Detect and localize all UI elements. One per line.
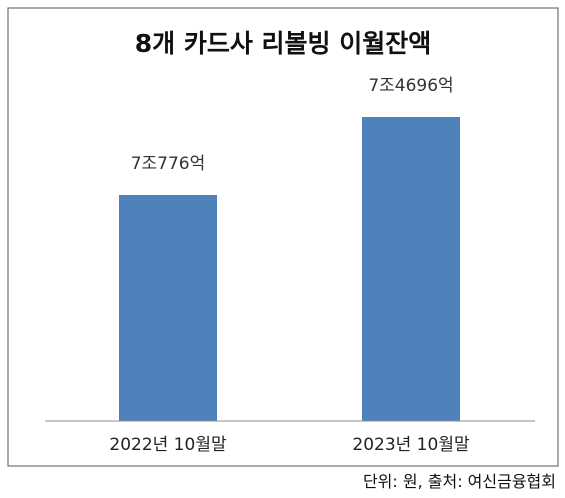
chart-title: 8개 카드사 리볼빙 이월잔액 <box>135 29 432 58</box>
data-labels-layer: 7조776억 7조4696억 <box>131 76 454 174</box>
bar-2 <box>362 117 460 421</box>
x-tick-label-1: 2022년 10월말 <box>109 435 227 455</box>
bar-1 <box>119 195 217 421</box>
chart-border <box>7 7 559 467</box>
x-tick-label-2: 2023년 10월말 <box>352 435 470 455</box>
data-label-1: 7조776억 <box>131 154 206 174</box>
bars-layer <box>119 117 460 421</box>
data-label-2: 7조4696억 <box>368 76 453 96</box>
source-note: 단위: 원, 출처: 여신금융협회 <box>363 472 556 491</box>
x-tick-labels: 2022년 10월말 2023년 10월말 <box>109 435 470 455</box>
